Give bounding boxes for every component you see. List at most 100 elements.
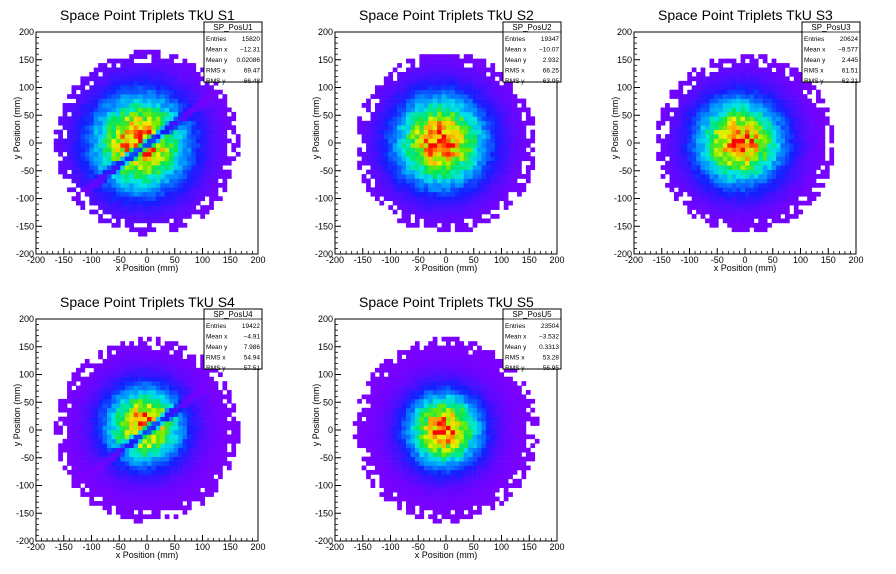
heatmap-cell — [147, 350, 152, 355]
heatmap-cell — [740, 209, 746, 215]
heatmap-cell — [472, 160, 478, 166]
heatmap-cell — [780, 134, 786, 139]
heatmap-cell — [75, 165, 81, 170]
heatmap-cell — [437, 227, 442, 233]
heatmap-cell — [93, 94, 99, 99]
heatmap-cell — [151, 434, 157, 440]
heatmap-cell — [432, 98, 438, 104]
heatmap-cell — [204, 116, 210, 122]
heatmap-cell — [155, 474, 161, 480]
heatmap-cell — [472, 94, 478, 99]
heatmap-cell — [780, 196, 786, 202]
heatmap-cell — [84, 461, 90, 466]
heatmap-cell — [155, 103, 161, 108]
heatmap-cell — [62, 165, 68, 170]
heatmap-cell — [423, 147, 429, 153]
heatmap-cell — [762, 182, 768, 188]
heatmap-cell — [784, 169, 790, 175]
heatmap-cell — [173, 200, 179, 206]
heatmap-cell — [428, 200, 433, 206]
heatmap-cell — [696, 187, 701, 193]
heatmap-cell — [147, 160, 152, 166]
heatmap-cell — [218, 89, 223, 95]
heatmap-cell — [816, 107, 821, 113]
heatmap-cell — [155, 58, 161, 64]
heatmap-cell — [446, 178, 451, 184]
y-axis-label: y Position (mm) — [311, 97, 321, 160]
heatmap-cell — [58, 134, 63, 139]
heatmap-cell — [468, 116, 473, 122]
heatmap-cell — [155, 390, 161, 395]
heatmap-cell — [160, 187, 166, 193]
heatmap-cell — [705, 134, 710, 139]
heatmap-cell — [499, 147, 505, 153]
heatmap-cell — [129, 222, 134, 228]
heatmap-cell — [182, 85, 188, 91]
heatmap-cell — [767, 63, 772, 68]
heatmap-cell — [736, 129, 741, 135]
heatmap-cell — [517, 134, 522, 139]
heatmap-cell — [450, 98, 456, 104]
heatmap-cell — [173, 129, 179, 135]
heatmap-cell — [530, 160, 536, 166]
heatmap-cell — [745, 165, 750, 170]
heatmap-cell — [186, 496, 192, 502]
heatmap-cell — [84, 156, 90, 162]
heatmap-cell — [115, 174, 121, 179]
heatmap-cell — [374, 147, 380, 153]
heatmap-cell — [89, 372, 95, 378]
heatmap-cell — [383, 143, 389, 148]
heatmap-cell — [776, 151, 781, 157]
heatmap-cell — [98, 129, 103, 135]
heatmap-cell — [186, 416, 192, 422]
heatmap-cell — [446, 214, 451, 219]
heatmap-cell — [472, 85, 478, 91]
heatmap-cell — [138, 107, 143, 113]
heatmap-cell — [446, 116, 451, 122]
heatmap-cell — [740, 227, 746, 233]
heatmap-cell — [357, 147, 362, 153]
heatmap-cell — [673, 174, 679, 179]
heatmap-cell — [441, 76, 447, 82]
heatmap-cell — [89, 129, 95, 135]
heatmap-cell — [102, 80, 108, 86]
heatmap-cell — [151, 416, 157, 422]
heatmap-cell — [186, 85, 192, 91]
heatmap-cell — [687, 200, 693, 206]
heatmap-cell — [477, 120, 482, 126]
heatmap-cell — [678, 143, 684, 148]
heatmap-cell — [107, 443, 112, 449]
heatmap-cell — [767, 76, 772, 82]
heatmap-cell — [169, 54, 174, 59]
heatmap-cell — [419, 63, 425, 68]
heatmap-cell — [441, 71, 447, 77]
heatmap-cell — [53, 430, 59, 435]
heatmap-cell — [102, 174, 108, 179]
heatmap-cell — [459, 200, 465, 206]
heatmap-cell — [745, 182, 750, 188]
heatmap-cell — [164, 474, 170, 480]
heatmap-cell — [71, 407, 77, 413]
heatmap-cell — [102, 425, 108, 431]
heatmap-cell — [508, 89, 513, 95]
heatmap-cell — [731, 138, 737, 144]
heatmap-cell — [410, 138, 416, 144]
heatmap-cell — [499, 156, 505, 162]
heatmap-cell — [195, 191, 201, 197]
heatmap-cell — [525, 107, 531, 113]
heatmap-cell — [481, 205, 487, 210]
heatmap-cell — [84, 407, 90, 413]
heatmap-cell — [410, 125, 416, 130]
heatmap-cell — [142, 94, 148, 99]
heatmap-cell — [102, 103, 108, 108]
heatmap-cell — [62, 169, 68, 175]
x-tick-label: -50 — [412, 255, 425, 265]
heatmap-cell — [740, 191, 746, 197]
heatmap-cell — [762, 129, 768, 135]
heatmap-cell — [749, 143, 755, 148]
heatmap-cell — [441, 160, 447, 166]
heatmap-cell — [111, 160, 117, 166]
heatmap-cell — [102, 363, 108, 369]
heatmap-cell — [80, 367, 86, 373]
heatmap-cell — [111, 205, 117, 210]
